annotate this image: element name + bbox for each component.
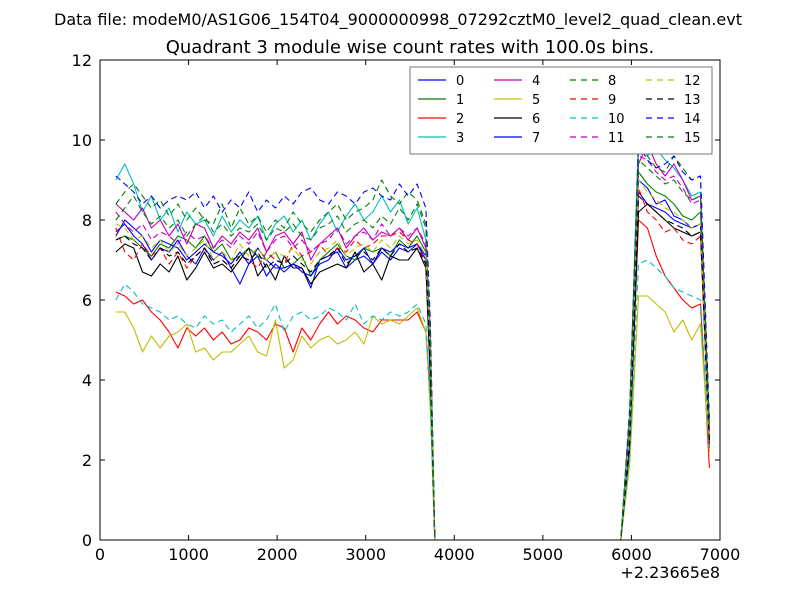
legend-label-13: 13 [684,93,701,108]
legend-label-2: 2 [456,112,464,127]
legend-label-0: 0 [456,74,464,89]
x-tick-label: 7000 [700,545,741,564]
y-tick-label: 10 [72,131,92,150]
series-line-3 [115,131,710,541]
x-tick-label: 2000 [257,545,298,564]
x-tick-label: 4000 [434,545,475,564]
x-tick-label: 1000 [168,545,209,564]
series-line-15 [115,159,710,541]
x-tick-label: 3000 [345,545,386,564]
legend-label-1: 1 [456,93,464,108]
legend-label-11: 11 [608,131,625,146]
figure-suptitle: Data file: modeM0/AS1G06_154T04_90000009… [54,10,742,30]
legend-label-14: 14 [684,112,701,127]
chart-title: Quadrant 3 module wise count rates with … [166,37,655,58]
x-tick-label: 0 [95,545,105,564]
plot-lines [115,131,710,541]
series-line-13 [115,195,710,541]
legend-label-12: 12 [684,74,701,89]
legend-frame [409,66,713,155]
y-tick-label: 6 [82,291,92,310]
y-tick-label: 2 [82,451,92,470]
y-tick-label: 8 [82,211,92,230]
series-line-10 [115,259,710,541]
series-line-12 [115,179,710,541]
y-tick-label: 4 [82,371,92,390]
x-tick-label: 5000 [522,545,563,564]
x-offset-label: +2.23665e8 [620,563,720,582]
legend-label-4: 4 [532,74,540,89]
series-line-5 [115,295,710,541]
legend-label-5: 5 [532,93,540,108]
legend-label-8: 8 [608,74,616,89]
x-tick-label: 6000 [611,545,652,564]
legend-label-3: 3 [456,131,464,146]
y-tick-label: 12 [72,51,92,70]
legend-label-7: 7 [532,131,540,146]
legend-label-10: 10 [608,112,625,127]
legend-label-9: 9 [608,93,616,108]
legend-label-15: 15 [684,131,701,146]
y-tick-label: 0 [82,531,92,550]
legend-label-6: 6 [532,112,540,127]
